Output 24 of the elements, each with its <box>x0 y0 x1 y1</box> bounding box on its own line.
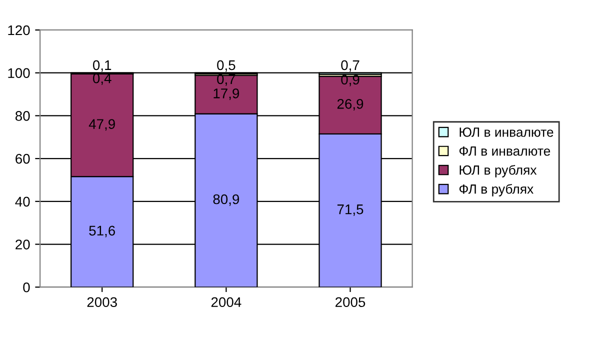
data-label: 80,9 <box>213 194 240 206</box>
data-label: 71,5 <box>337 204 364 216</box>
data-label: 0,1 <box>92 60 112 72</box>
data-label: 0,5 <box>217 60 236 72</box>
legend-label: ЮЛ в рублях <box>460 164 537 178</box>
y-tick-label: 20 <box>16 240 30 250</box>
legend-label: ФЛ в инвалюте <box>459 146 550 156</box>
data-label: 26,9 <box>337 98 364 110</box>
y-tick-label: 80 <box>15 111 30 121</box>
legend-label: ФЛ в рублях <box>459 184 534 196</box>
y-tick-label: 40 <box>15 196 30 207</box>
data-label: 51,6 <box>89 226 115 238</box>
x-tick-label: 2003 <box>87 297 117 308</box>
data-label: 0,7 <box>341 60 360 72</box>
data-label: 47,9 <box>88 119 115 131</box>
legend-label: ЮЛ в инвалюте <box>460 128 554 137</box>
data-label: 17,9 <box>214 88 240 100</box>
y-tick-label: 60 <box>16 154 30 164</box>
y-tick-label: 100 <box>8 68 30 78</box>
data-label: 0,9 <box>341 74 360 86</box>
y-tick-label: 0 <box>23 282 30 292</box>
y-tick-label: 120 <box>8 25 30 36</box>
x-tick-label: 2004 <box>211 297 242 308</box>
x-tick-label: 2005 <box>336 297 366 308</box>
